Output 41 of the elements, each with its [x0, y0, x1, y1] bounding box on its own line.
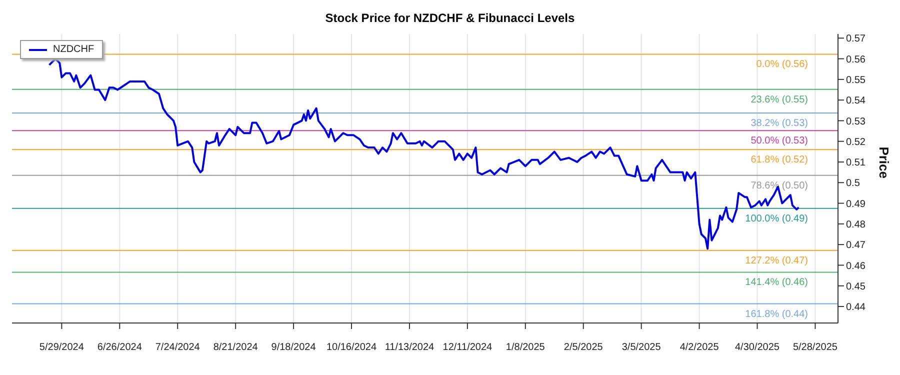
ref-line-label: 78.6% (0.50)	[750, 180, 808, 192]
ref-line-label: 61.8% (0.52)	[750, 154, 808, 166]
chart-title: Stock Price for NZDCHF & Fibunacci Levels	[324, 10, 576, 27]
y-tick-label: 0.55	[846, 74, 866, 86]
x-tick-label: 11/13/2024	[384, 342, 435, 354]
x-tick-label: 4/30/2025	[735, 342, 780, 354]
y-tick-label: 0.54	[846, 96, 866, 107]
ref-line-label: 141.4% (0.46)	[745, 277, 808, 288]
y-tick-label: 0.47	[846, 240, 866, 252]
legend-label: NZDCHF	[53, 44, 94, 55]
x-tick-label: 4/2/2025	[680, 342, 720, 354]
y-tick-label: 0.49	[846, 198, 866, 210]
y-tick-label: 0.44	[846, 302, 866, 314]
ref-line-label: 127.2% (0.47)	[745, 255, 808, 266]
y-tick-label: 0.45	[846, 281, 866, 292]
x-tick-label: 7/24/2024	[155, 342, 200, 354]
x-tick-label: 8/21/2024	[213, 342, 258, 354]
y-tick-label: 0.51	[846, 158, 866, 169]
ref-line-label: 100.0% (0.49)	[745, 213, 808, 224]
y-tick-label: 0.53	[846, 116, 866, 128]
x-tick-label: 5/29/2024	[39, 342, 84, 354]
ref-line-label: 161.8% (0.44)	[745, 308, 808, 320]
y-axis-title: Price	[876, 146, 892, 178]
y-tick-label: 0.46	[846, 260, 866, 272]
ref-line-label: 0.0% (0.56)	[756, 59, 808, 70]
y-tick-label: 0.56	[846, 54, 866, 66]
x-tick-label: 12/11/2024	[442, 342, 493, 354]
x-tick-label: 2/5/2025	[564, 342, 604, 354]
x-tick-label: 5/28/2025	[792, 342, 838, 354]
x-tick-label: 6/26/2024	[97, 342, 142, 354]
y-tick-label: 0.5	[846, 178, 860, 190]
x-tick-label: 10/16/2024	[326, 342, 377, 354]
y-tick-label: 0.48	[846, 219, 866, 230]
x-tick-label: 9/18/2024	[271, 342, 316, 354]
ref-line-label: 23.6% (0.55)	[750, 94, 808, 106]
y-tick-label: 0.57	[846, 34, 866, 45]
y-tick-label: 0.52	[846, 136, 866, 148]
ref-line-label: 38.2% (0.53)	[750, 118, 808, 130]
x-tick-label: 1/8/2025	[506, 342, 546, 354]
ref-line-label: 50.0% (0.53)	[750, 136, 808, 147]
x-tick-label: 3/5/2025	[622, 342, 662, 354]
